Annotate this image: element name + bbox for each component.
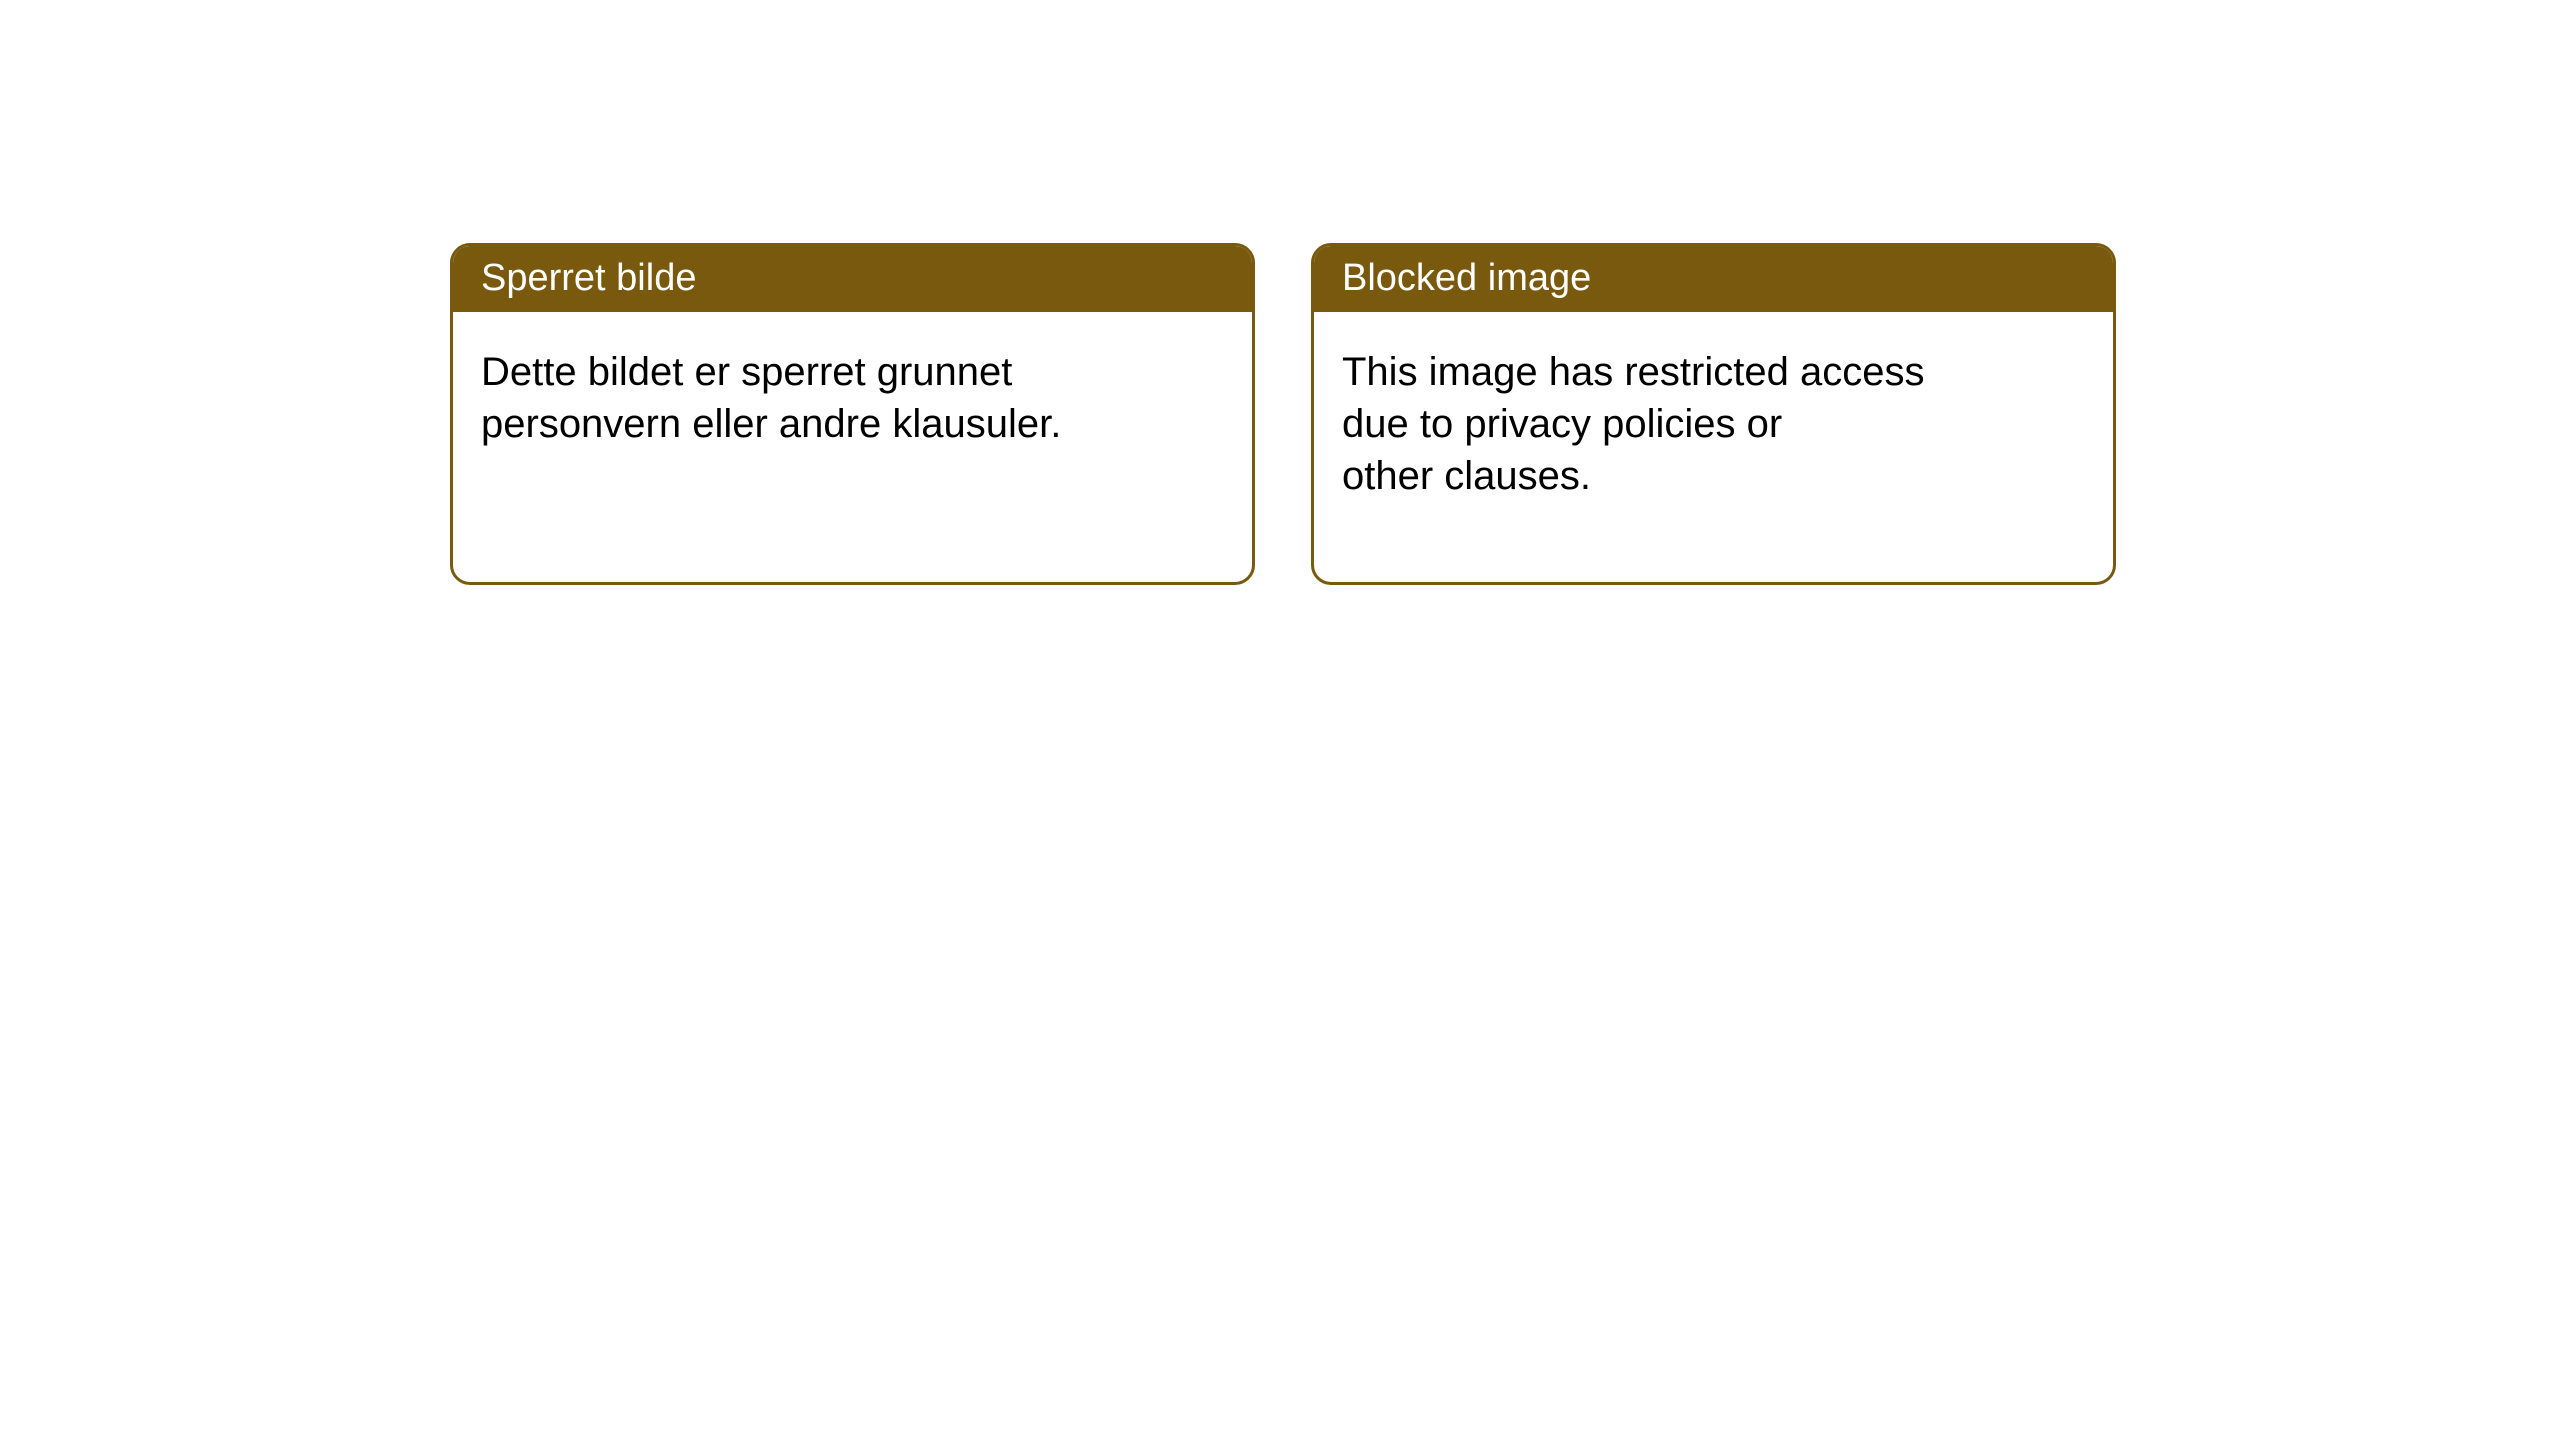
- notice-body: Dette bildet er sperret grunnet personve…: [453, 312, 1153, 530]
- notice-body-text: This image has restricted access due to …: [1342, 350, 1924, 498]
- notice-body: This image has restricted access due to …: [1314, 312, 2014, 582]
- notice-title: Blocked image: [1342, 257, 1591, 299]
- notice-body-text: Dette bildet er sperret grunnet personve…: [481, 350, 1061, 446]
- notice-container: Sperret bilde Dette bildet er sperret gr…: [0, 0, 2560, 585]
- notice-header: Blocked image: [1314, 246, 2113, 312]
- notice-card-norwegian: Sperret bilde Dette bildet er sperret gr…: [450, 243, 1255, 585]
- notice-card-english: Blocked image This image has restricted …: [1311, 243, 2116, 585]
- notice-title: Sperret bilde: [481, 257, 696, 299]
- notice-header: Sperret bilde: [453, 246, 1252, 312]
